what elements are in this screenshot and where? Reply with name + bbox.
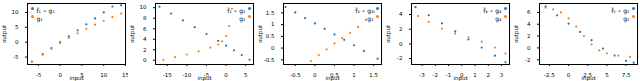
svg-text:f̂₂ ∘ g₂: f̂₂ ∘ g₂ xyxy=(227,7,246,15)
svg-text:input: input xyxy=(325,75,340,81)
svg-text:-5: -5 xyxy=(36,72,42,78)
svg-text:4: 4 xyxy=(399,11,403,17)
svg-text:output: output xyxy=(1,24,8,43)
svg-text:g₄: g₄ xyxy=(495,15,502,23)
svg-text:0: 0 xyxy=(527,45,531,51)
svg-text:g₃: g₃ xyxy=(367,15,374,23)
svg-text:2: 2 xyxy=(399,26,403,32)
svg-text:f̂₃ ∘ g₃: f̂₃ ∘ g₃ xyxy=(355,7,374,15)
svg-text:6: 6 xyxy=(527,9,531,15)
svg-text:input: input xyxy=(453,75,468,81)
svg-text:2: 2 xyxy=(143,47,147,53)
svg-text:0.5: 0.5 xyxy=(266,33,275,39)
svg-text:1.5: 1.5 xyxy=(369,72,378,78)
svg-text:0: 0 xyxy=(224,72,228,78)
svg-text:0: 0 xyxy=(399,41,403,47)
svg-text:input: input xyxy=(581,75,596,81)
svg-text:0: 0 xyxy=(271,45,275,51)
svg-text:output: output xyxy=(257,24,264,43)
svg-text:-5: -5 xyxy=(13,54,19,60)
svg-text:5: 5 xyxy=(15,24,19,30)
svg-text:output: output xyxy=(513,24,520,43)
svg-text:-10: -10 xyxy=(182,72,191,78)
svg-text:8: 8 xyxy=(143,15,147,21)
svg-text:-0.5: -0.5 xyxy=(264,57,275,63)
svg-text:2: 2 xyxy=(487,72,491,78)
svg-text:1: 1 xyxy=(473,72,477,78)
svg-text:input: input xyxy=(69,75,84,81)
svg-text:-1: -1 xyxy=(446,72,451,78)
svg-text:1: 1 xyxy=(271,21,275,27)
svg-text:0: 0 xyxy=(143,57,147,63)
svg-text:output: output xyxy=(385,24,392,43)
svg-text:10: 10 xyxy=(12,9,19,15)
svg-text:g₅: g₅ xyxy=(623,15,630,23)
svg-text:4: 4 xyxy=(527,21,531,27)
svg-text:4: 4 xyxy=(143,36,147,42)
svg-text:6: 6 xyxy=(143,26,147,32)
svg-text:0: 0 xyxy=(567,72,571,78)
svg-text:f̂₅ ∘ g₅: f̂₅ ∘ g₅ xyxy=(611,7,630,15)
svg-text:-15: -15 xyxy=(163,72,172,78)
svg-text:output: output xyxy=(129,24,136,43)
svg-text:1.5: 1.5 xyxy=(266,10,275,16)
svg-text:2: 2 xyxy=(527,33,531,39)
svg-text:0: 0 xyxy=(58,72,62,78)
svg-text:5: 5 xyxy=(244,72,248,78)
svg-text:7.5: 7.5 xyxy=(622,72,631,78)
svg-text:0: 0 xyxy=(15,39,19,45)
svg-text:f̂₁ ∘ g₁: f̂₁ ∘ g₁ xyxy=(36,7,55,15)
svg-text:g₂: g₂ xyxy=(239,15,246,23)
svg-text:f̂₄ ∘ g₄: f̂₄ ∘ g₄ xyxy=(483,7,502,15)
svg-text:0: 0 xyxy=(313,72,317,78)
svg-text:3: 3 xyxy=(500,72,504,78)
svg-text:-2: -2 xyxy=(397,55,402,61)
svg-text:-2: -2 xyxy=(433,72,438,78)
svg-text:1: 1 xyxy=(352,72,356,78)
svg-text:input: input xyxy=(197,75,212,81)
svg-text:10: 10 xyxy=(140,4,147,10)
svg-text:-3: -3 xyxy=(419,72,425,78)
svg-text:g₁: g₁ xyxy=(37,15,44,23)
svg-text:-2: -2 xyxy=(525,57,530,63)
svg-text:5: 5 xyxy=(605,72,609,78)
svg-text:10: 10 xyxy=(100,72,107,78)
svg-text:-0.5: -0.5 xyxy=(290,72,301,78)
svg-text:-2.5: -2.5 xyxy=(544,72,555,78)
